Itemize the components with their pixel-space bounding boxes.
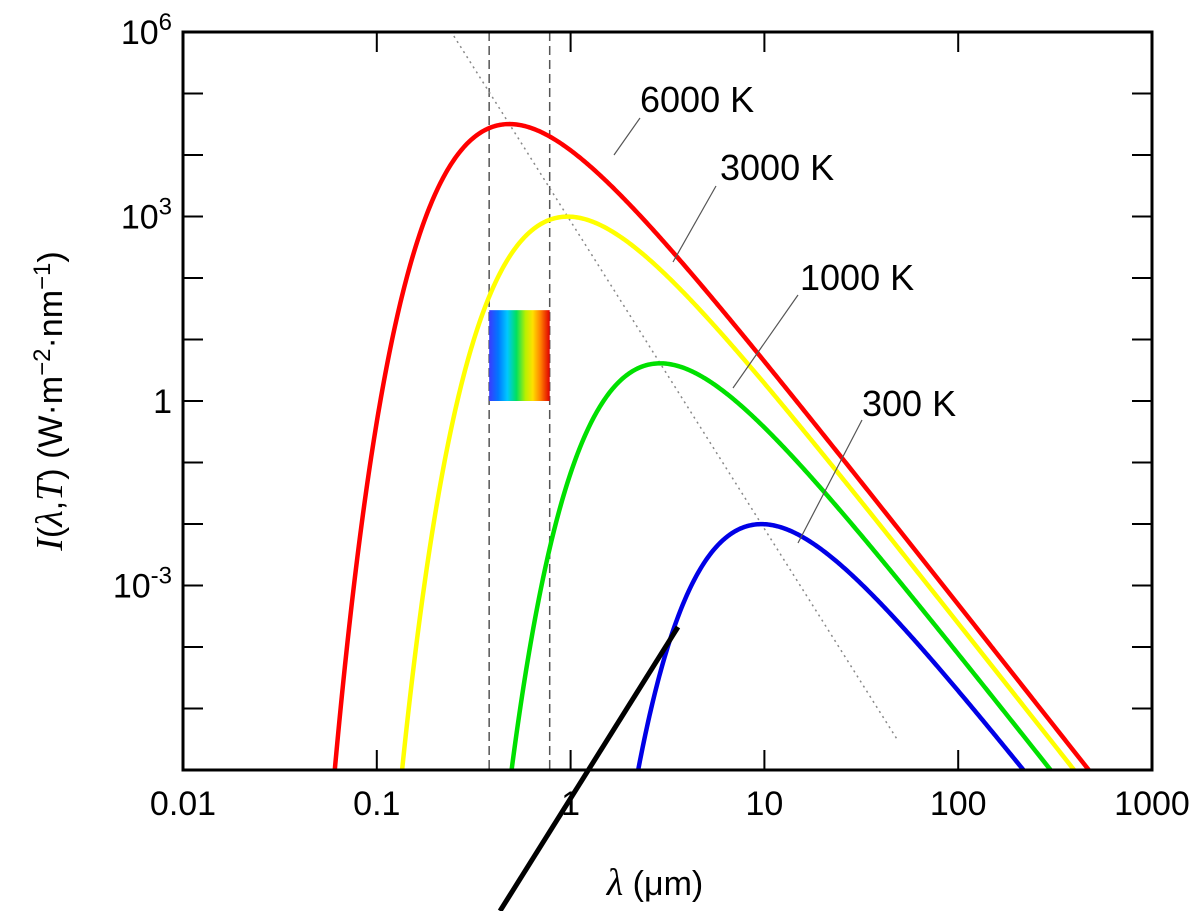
series-line-3000k bbox=[399, 214, 1077, 770]
y-tick-label: 106 bbox=[121, 9, 172, 52]
visible-spectrum-bar bbox=[489, 310, 550, 401]
x-tick-label: 100 bbox=[930, 785, 987, 823]
series-label-1000k: 1000 K bbox=[800, 257, 914, 298]
x-tick-label: 10 bbox=[745, 785, 783, 823]
plot-frame bbox=[181, 30, 1154, 772]
series-label-6000k: 6000 K bbox=[640, 79, 754, 120]
series-line-6000k bbox=[332, 121, 1092, 770]
wien-peak-line bbox=[450, 32, 898, 740]
curves bbox=[332, 32, 1092, 770]
label-leader-line bbox=[732, 294, 799, 389]
x-tick-label: 1000 bbox=[1114, 785, 1190, 823]
black-overlay-line bbox=[497, 625, 681, 911]
x-tick-label: 0.1 bbox=[353, 785, 400, 823]
series-label-300k: 300 K bbox=[862, 383, 956, 424]
label-leader-line bbox=[613, 117, 641, 156]
axis-ticks bbox=[182, 31, 1153, 771]
y-tick-label: 10-3 bbox=[113, 563, 172, 606]
label-leader-line bbox=[797, 419, 863, 544]
series-label-3000k: 3000 K bbox=[720, 147, 834, 188]
x-tick-label: 0.01 bbox=[150, 785, 216, 823]
series-line-1000k bbox=[509, 361, 1054, 770]
x-axis-label: λ (μm) bbox=[606, 862, 703, 904]
series-line-300k bbox=[635, 521, 1027, 770]
y-tick-label: 103 bbox=[121, 194, 172, 237]
annotations: 6000 K 3000 K 1000 K 300 K bbox=[613, 79, 956, 544]
y-axis-label: I(λ,T) (W·m−2·nm−1) bbox=[29, 251, 71, 552]
label-leader-line bbox=[672, 185, 717, 263]
y-tick-label: 1 bbox=[153, 383, 172, 421]
